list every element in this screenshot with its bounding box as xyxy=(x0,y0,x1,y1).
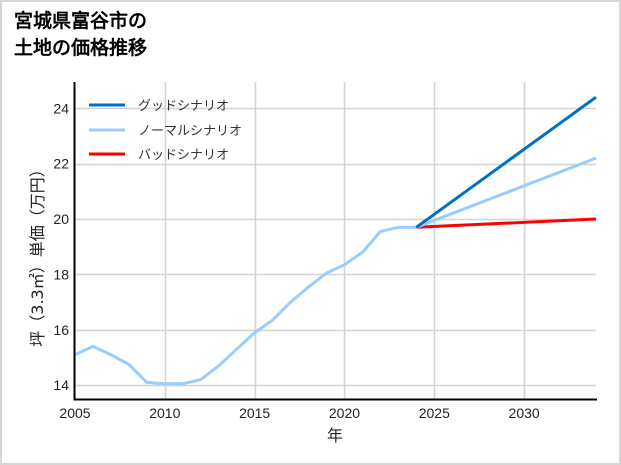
legend-label: グッドシナリオ xyxy=(138,99,229,114)
y-tick-label: 20 xyxy=(53,211,69,227)
x-tick-label: 2005 xyxy=(59,405,90,421)
x-tick-label: 2030 xyxy=(509,405,540,421)
legend-label: バッドシナリオ xyxy=(138,148,229,163)
chart-title: 宮城県富谷市の 土地の価格推移 xyxy=(14,8,147,62)
y-axis-label: 坪（3.3㎡）単価（万円） xyxy=(28,161,47,346)
y-tick-label: 24 xyxy=(53,100,69,116)
x-tick-label: 2015 xyxy=(239,405,270,421)
x-tick-label: 2020 xyxy=(329,405,360,421)
y-tick-label: 14 xyxy=(53,377,69,393)
series-line xyxy=(415,95,597,229)
x-tick-label: 2010 xyxy=(149,405,180,421)
x-tick-label: 2025 xyxy=(419,405,450,421)
series-line xyxy=(416,217,597,229)
y-tick-label: 22 xyxy=(53,156,69,172)
data-series xyxy=(74,95,597,386)
y-tick-label: 16 xyxy=(53,322,69,338)
grid-lines xyxy=(75,82,596,399)
axis-spines xyxy=(73,82,597,401)
y-tick-label: 18 xyxy=(53,266,69,282)
series-line xyxy=(74,225,417,386)
chart-title-line-1: 宮城県富谷市の xyxy=(14,10,148,32)
chart-title-line-2: 土地の価格推移 xyxy=(14,37,148,59)
x-tick-labels: 2005 2010 2015 2020 2025 2030 xyxy=(59,405,539,421)
x-axis-label: 年 xyxy=(327,426,343,445)
legend-label: ノーマルシナリオ xyxy=(138,124,242,139)
series-line xyxy=(415,156,597,229)
y-tick-labels: 14 16 18 20 22 24 xyxy=(53,100,69,393)
